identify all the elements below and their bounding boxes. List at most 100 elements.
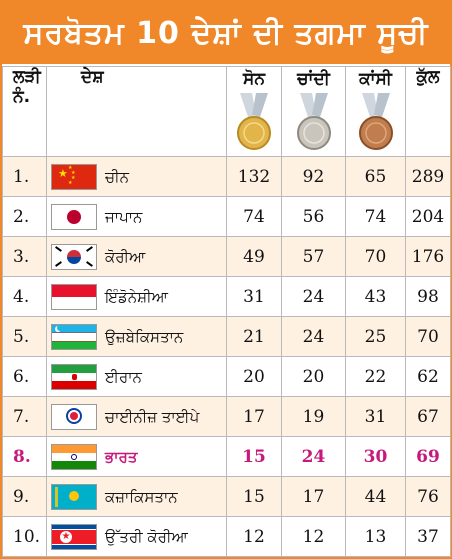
kazakhstan-flag-icon [51, 483, 97, 510]
total-count: 98 [405, 276, 451, 317]
iran-flag-icon [51, 363, 97, 390]
country-name: ਇੰਡੋਨੇਸ਼ੀਆ [105, 287, 168, 306]
bronze-count: 44 [345, 476, 406, 517]
bronze-count: 25 [345, 316, 406, 357]
total-count: 176 [405, 236, 451, 277]
silver-count: 12 [281, 516, 346, 557]
silver-header: ਚਾਂਦੀ [281, 66, 346, 157]
table-row: 5. ਉਜ਼ਬੇਕਿਸਤਾਨ 21 24 25 70 [2, 316, 451, 357]
rank-cell: 4. [2, 276, 47, 317]
bronze-count: 70 [345, 236, 406, 277]
total-count: 76 [405, 476, 451, 517]
gold-header: ਸੋਨ [226, 66, 282, 157]
chinese-taipei-flag-icon [51, 403, 97, 430]
bronze-count: 31 [345, 396, 406, 437]
table-row-highlighted: 8. ਭਾਰਤ 15 24 30 69 [2, 436, 451, 477]
gold-medal-icon [237, 93, 271, 150]
silver-medal-icon [296, 93, 331, 150]
bronze-count: 22 [345, 356, 406, 397]
rank-cell: 7. [2, 396, 47, 437]
north-korea-flag-icon: ★ [51, 523, 97, 550]
table-row: 3. ਕੋਰੀਆ 49 57 70 [2, 236, 451, 277]
silver-count: 24 [281, 276, 346, 317]
table-row: 2. ਜਾਪਾਨ 74 56 74 204 [2, 196, 451, 237]
total-count: 289 [405, 156, 451, 197]
bronze-count: 65 [345, 156, 406, 197]
table-row: 7. ਚਾਈਨੀਜ਼ ਤਾਈਪੇ 17 19 31 67 [2, 396, 451, 437]
south-korea-flag-icon [51, 243, 97, 270]
gold-count: 15 [226, 436, 282, 477]
total-count: 67 [405, 396, 451, 437]
page-title: ਸਰਬੋਤਮ 10 ਦੇਸ਼ਾਂ ਦੀ ਤਗਮਾ ਸੂਚੀ [2, 2, 450, 64]
silver-count: 19 [281, 396, 346, 437]
china-flag-icon: ★ ★ ★ ★ ★ [51, 163, 97, 190]
country-cell: ਇੰਡੋਨੇਸ਼ੀਆ [46, 276, 227, 317]
gold-count: 12 [226, 516, 282, 557]
silver-count: 24 [281, 316, 346, 357]
gold-count: 21 [226, 316, 282, 357]
country-cell: ਕੋਰੀਆ [46, 236, 227, 277]
gold-count: 132 [226, 156, 282, 197]
table-row: 6. ਈਰਾਨ 20 20 22 62 [2, 356, 451, 397]
rank-cell: 5. [2, 316, 47, 357]
bronze-count: 43 [345, 276, 406, 317]
country-name: ਉੱਤਰੀ ਕੋਰੀਆ [105, 527, 188, 546]
country-cell: ਭਾਰਤ [46, 436, 227, 477]
country-cell: ਕਜ਼ਾਕਿਸਤਾਨ [46, 476, 227, 517]
table-row: 4. ਇੰਡੋਨੇਸ਼ੀਆ 31 24 43 98 [2, 276, 451, 317]
silver-count: 24 [281, 436, 346, 477]
country-cell: ★ ਉੱਤਰੀ ਕੋਰੀਆ [46, 516, 227, 557]
gold-count: 49 [226, 236, 282, 277]
country-cell: ਚਾਈਨੀਜ਼ ਤਾਈਪੇ [46, 396, 227, 437]
rank-cell: 3. [2, 236, 47, 277]
country-name: ਜਾਪਾਨ [105, 207, 143, 226]
gold-count: 20 [226, 356, 282, 397]
table-row: 10. ★ ਉੱਤਰੀ ਕੋਰੀਆ 12 12 13 37 [2, 516, 451, 557]
rank-cell: 2. [2, 196, 47, 237]
bronze-header-label: ਕਾਂਸੀ [359, 69, 392, 89]
gold-count: 15 [226, 476, 282, 517]
total-count: 62 [405, 356, 451, 397]
total-count: 37 [405, 516, 451, 557]
country-name: ਚੀਨ [105, 167, 130, 186]
rank-cell: 1. [2, 156, 47, 197]
japan-flag-icon [51, 203, 97, 230]
silver-count: 17 [281, 476, 346, 517]
india-flag-icon [51, 443, 97, 470]
silver-header-label: ਚਾਂਦੀ [297, 69, 330, 89]
silver-count: 56 [281, 196, 346, 237]
rank-cell: 8. [2, 436, 47, 477]
medal-table: ਲੜੀ ਨੰ. ਦੇਸ਼ ਸੋਨ [2, 66, 451, 557]
rank-header-line1: ਲੜੀ [13, 67, 41, 87]
gold-count: 74 [226, 196, 282, 237]
country-cell: ★ ★ ★ ★ ★ ਚੀਨ [46, 156, 227, 197]
silver-count: 92 [281, 156, 346, 197]
rank-cell: 10. [2, 516, 47, 557]
header-row: ਲੜੀ ਨੰ. ਦੇਸ਼ ਸੋਨ [2, 66, 451, 157]
bronze-count: 13 [345, 516, 406, 557]
country-name: ਕਜ਼ਾਕਿਸਤਾਨ [105, 487, 178, 506]
country-cell: ਈਰਾਨ [46, 356, 227, 397]
bronze-medal-icon [358, 93, 393, 150]
table-row: 9. ਕਜ਼ਾਕਿਸਤਾਨ 15 17 44 76 [2, 476, 451, 517]
bronze-count: 74 [345, 196, 406, 237]
total-count: 70 [405, 316, 451, 357]
total-count: 204 [405, 196, 451, 237]
rank-cell: 6. [2, 356, 47, 397]
bronze-header: ਕਾਂਸੀ [345, 66, 406, 157]
bronze-count: 30 [345, 436, 406, 477]
total-count: 69 [405, 436, 451, 477]
country-name: ਕੋਰੀਆ [105, 247, 146, 266]
rank-header-line2: ਨੰ. [13, 87, 31, 107]
country-name: ਉਜ਼ਬੇਕਿਸਤਾਨ [105, 327, 184, 346]
gold-count: 17 [226, 396, 282, 437]
country-header: ਦੇਸ਼ [46, 66, 227, 157]
rank-header: ਲੜੀ ਨੰ. [2, 66, 47, 157]
gold-count: 31 [226, 276, 282, 317]
silver-count: 20 [281, 356, 346, 397]
country-name: ਭਾਰਤ [105, 447, 138, 466]
silver-count: 57 [281, 236, 346, 277]
country-cell: ਜਾਪਾਨ [46, 196, 227, 237]
table-row: 1. ★ ★ ★ ★ ★ ਚੀਨ 132 92 65 [2, 156, 451, 197]
